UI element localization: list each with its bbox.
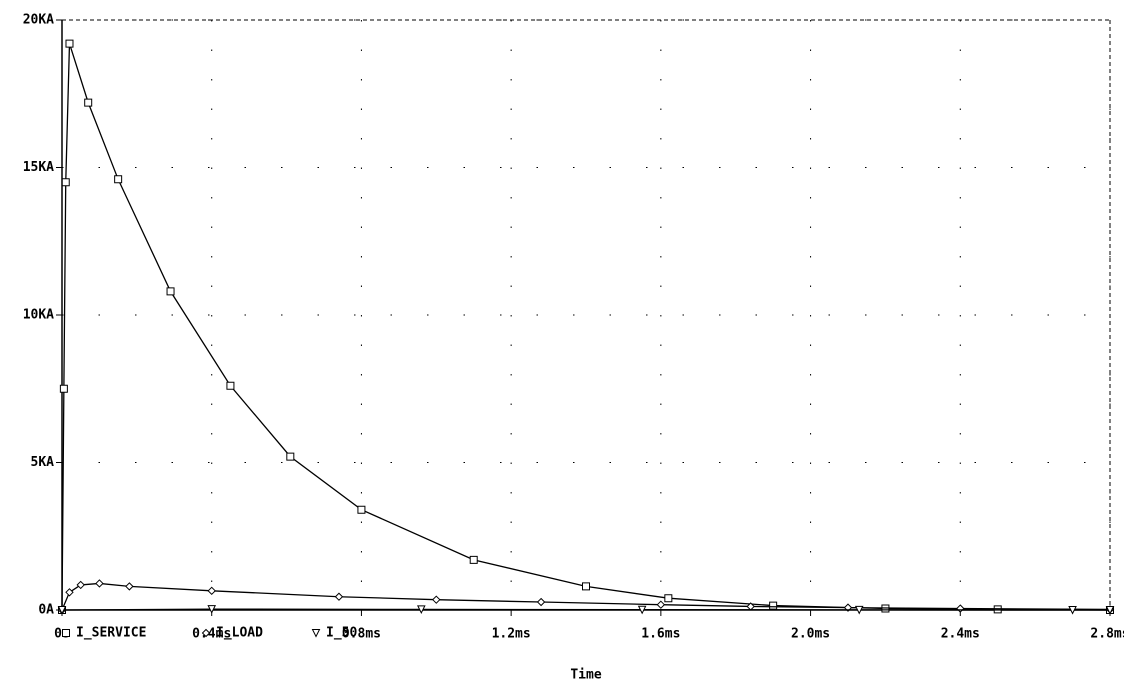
marker [1068,606,1077,615]
marker [357,505,366,514]
y-tick-label: 0A [38,603,54,618]
marker [582,582,590,591]
x-tick-label: 0.4ms [192,627,231,642]
marker [201,628,211,638]
legend-label: I_50 [326,626,357,641]
marker [207,586,216,596]
marker [61,178,70,187]
y-tick-label: 10KA [23,308,54,323]
x-tick-label: 1.6ms [641,627,680,642]
marker [432,595,441,604]
marker [311,629,321,638]
x-tick-label: 2.8ms [1090,627,1124,642]
y-tick-label: 20KA [23,13,54,28]
marker [1105,606,1115,615]
marker [664,594,673,603]
marker [536,597,546,607]
marker [637,605,647,615]
marker [114,175,123,184]
marker [125,582,134,591]
x-axis-label: Time [570,668,601,683]
marker [62,629,70,637]
legend-label: I_SERVICE [76,626,146,641]
marker [854,605,864,615]
marker [334,592,344,601]
marker [469,555,478,564]
x-tick-label: 2.4ms [941,627,980,642]
marker [286,452,295,461]
marker [59,384,68,393]
marker [166,287,175,296]
marker [57,606,67,615]
marker [226,381,235,390]
marker [76,580,85,590]
marker [417,605,426,615]
marker [65,588,74,597]
marker [95,579,104,588]
y-tick-label: 5KA [31,455,55,470]
x-tick-label: 1.2ms [492,627,531,642]
x-tick-label: 0.8ms [342,627,381,642]
marker [207,605,217,614]
marker [656,600,666,609]
marker [65,39,74,48]
y-tick-label: 15KA [23,160,54,175]
marker [769,601,778,610]
x-tick-label: 2.0ms [791,627,830,642]
marker [84,98,93,107]
legend-label: I_LOAD [216,626,263,641]
